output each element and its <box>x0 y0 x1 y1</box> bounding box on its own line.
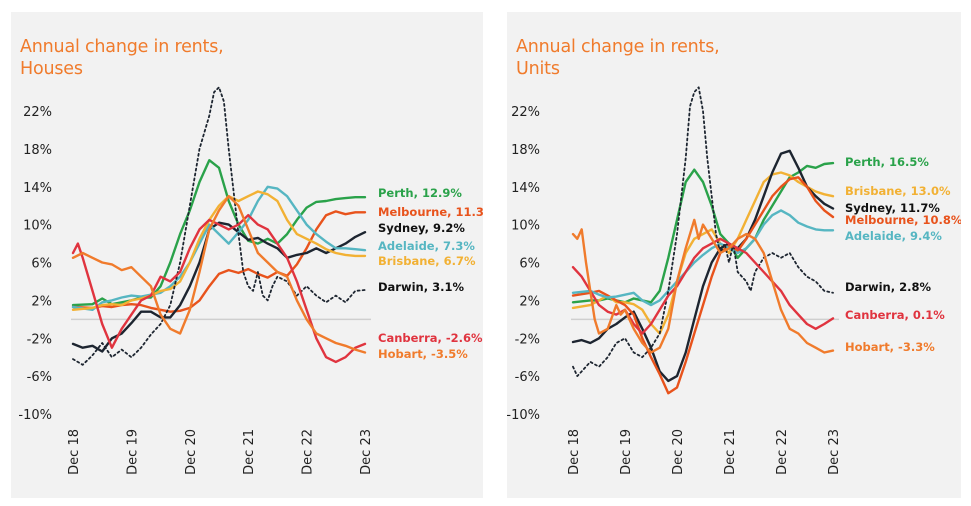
series-label-canberra: Canberra, 0.1% <box>845 308 945 322</box>
y-tick-label: -6% <box>515 370 540 385</box>
y-tick-label: 2% <box>31 294 52 309</box>
series-line-melbourne <box>571 176 835 395</box>
units-chart-title: Annual change in rents, Units <box>516 36 720 80</box>
y-tick-label: 6% <box>31 257 52 272</box>
y-tick-label: 14% <box>23 181 52 196</box>
x-tick-label: Dec 20 <box>671 429 686 475</box>
x-tick-label: Dec 18 <box>567 429 582 475</box>
series-label-hobart: Hobart, -3.3% <box>845 340 935 354</box>
series-label-brisbane: Brisbane, 13.0% <box>845 184 951 198</box>
series-label-sydney: Sydney, 11.7% <box>845 201 940 215</box>
chart-title: Annual change in rents, <box>20 37 224 57</box>
x-tick-label: Dec 22 <box>301 429 316 475</box>
houses-line-chart: 22% 18% 14% 10% 6% 2% -2% -6% -10% Dec 18 Dec 19 De… <box>18 86 483 475</box>
series-line-sydney <box>71 221 367 353</box>
chart-subtitle: Units <box>516 59 560 79</box>
houses-chart-title: Annual change in rents, Houses <box>20 36 224 80</box>
x-tick-label: Dec 19 <box>125 429 140 475</box>
x-tick-label: Dec 19 <box>619 429 634 475</box>
series-label-adelaide: Adelaide, 7.3% <box>378 239 475 253</box>
series-line-darwin <box>72 86 366 366</box>
x-tick-label: Dec 22 <box>775 429 790 475</box>
y-tick-label: -2% <box>515 332 540 347</box>
y-tick-label: -10% <box>18 408 52 423</box>
series-label-perth: Perth, 12.9% <box>378 186 462 200</box>
chart-subtitle: Houses <box>20 59 83 79</box>
y-tick-label: 18% <box>23 143 52 158</box>
series-label-adelaide: Adelaide, 9.4% <box>845 229 942 243</box>
y-tick-label: 2% <box>519 294 540 309</box>
series-label-sydney: Sydney, 9.2% <box>378 221 465 235</box>
units-chart-panel: Annual change in rents, Units 22% 18% 14% 1… <box>507 12 961 498</box>
series-line-darwin <box>572 86 834 377</box>
series-label-canberra: Canberra, -2.6% <box>378 331 483 345</box>
x-tick-label: Dec 23 <box>827 429 842 475</box>
series-line-adelaide <box>71 185 367 311</box>
series-label-perth: Perth, 16.5% <box>845 155 929 169</box>
x-tick-label: Dec 20 <box>184 429 199 475</box>
y-tick-label: 10% <box>511 219 540 234</box>
series-label-darwin: Darwin, 2.8% <box>845 280 931 294</box>
series-label-melbourne: Melbourne, 10.8% <box>845 213 961 227</box>
x-tick-label: Dec 21 <box>242 429 257 475</box>
y-tick-label: 10% <box>23 219 52 234</box>
y-tick-label: 22% <box>511 105 540 120</box>
series-line-sydney <box>571 149 835 383</box>
y-tick-label: -6% <box>27 370 52 385</box>
series-line-brisbane <box>71 190 367 311</box>
y-tick-label: 18% <box>511 143 540 158</box>
series-line-melbourne <box>71 210 367 313</box>
y-tick-label: 22% <box>23 105 52 120</box>
x-tick-label: Dec 21 <box>723 429 738 475</box>
series-label-melbourne: Melbourne, 11.3% <box>378 205 483 219</box>
y-tick-label: 6% <box>519 257 540 272</box>
x-tick-label: Dec 23 <box>359 429 374 475</box>
series-line-adelaide <box>571 209 835 307</box>
y-tick-label: 14% <box>511 181 540 196</box>
series-label-darwin: Darwin, 3.1% <box>378 280 464 294</box>
series-line-canberra <box>571 237 835 335</box>
houses-chart-panel: Annual change in rents, Houses 22% 18% 14%… <box>11 12 483 498</box>
chart-title: Annual change in rents, <box>516 37 720 57</box>
series-line-hobart <box>71 195 367 354</box>
series-line-perth <box>571 161 835 304</box>
series-line-hobart <box>571 218 835 354</box>
series-label-brisbane: Brisbane, 6.7% <box>378 254 476 268</box>
x-tick-label: Dec 18 <box>67 429 82 475</box>
units-line-chart: 22% 18% 14% 10% 6% 2% -2% -6% -10% Dec 18 Dec 19 De… <box>507 86 961 475</box>
y-tick-label: -2% <box>27 332 52 347</box>
y-tick-label: -10% <box>507 408 540 423</box>
series-label-hobart: Hobart, -3.5% <box>378 347 468 361</box>
